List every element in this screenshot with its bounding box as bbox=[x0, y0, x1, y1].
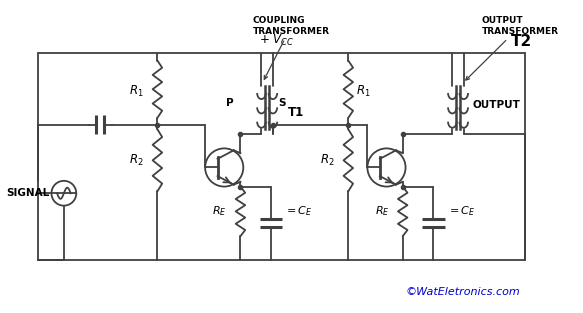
Text: $R_1$: $R_1$ bbox=[129, 84, 144, 99]
Text: SIGNAL: SIGNAL bbox=[6, 188, 50, 198]
Text: $R_2$: $R_2$ bbox=[320, 153, 335, 168]
Text: ©WatEletronics.com: ©WatEletronics.com bbox=[405, 287, 520, 297]
Text: S: S bbox=[279, 98, 286, 108]
Text: $+\ V_{CC}$: $+\ V_{CC}$ bbox=[259, 33, 294, 48]
Text: $R_1$: $R_1$ bbox=[356, 84, 371, 99]
Text: P: P bbox=[226, 98, 234, 108]
Text: $R_2$: $R_2$ bbox=[129, 153, 144, 168]
Text: $R_E$: $R_E$ bbox=[212, 204, 227, 218]
Text: OUTPUT
TRANSFORMER: OUTPUT TRANSFORMER bbox=[466, 16, 559, 80]
Text: $R_E$: $R_E$ bbox=[375, 204, 389, 218]
Text: $= C_E$: $= C_E$ bbox=[285, 204, 312, 218]
Text: COUPLING
TRANSFORMER: COUPLING TRANSFORMER bbox=[253, 16, 330, 79]
Text: T2: T2 bbox=[511, 34, 532, 49]
Text: OUTPUT: OUTPUT bbox=[472, 100, 520, 110]
Text: T1: T1 bbox=[288, 105, 304, 119]
Text: $= C_E$: $= C_E$ bbox=[447, 204, 475, 218]
